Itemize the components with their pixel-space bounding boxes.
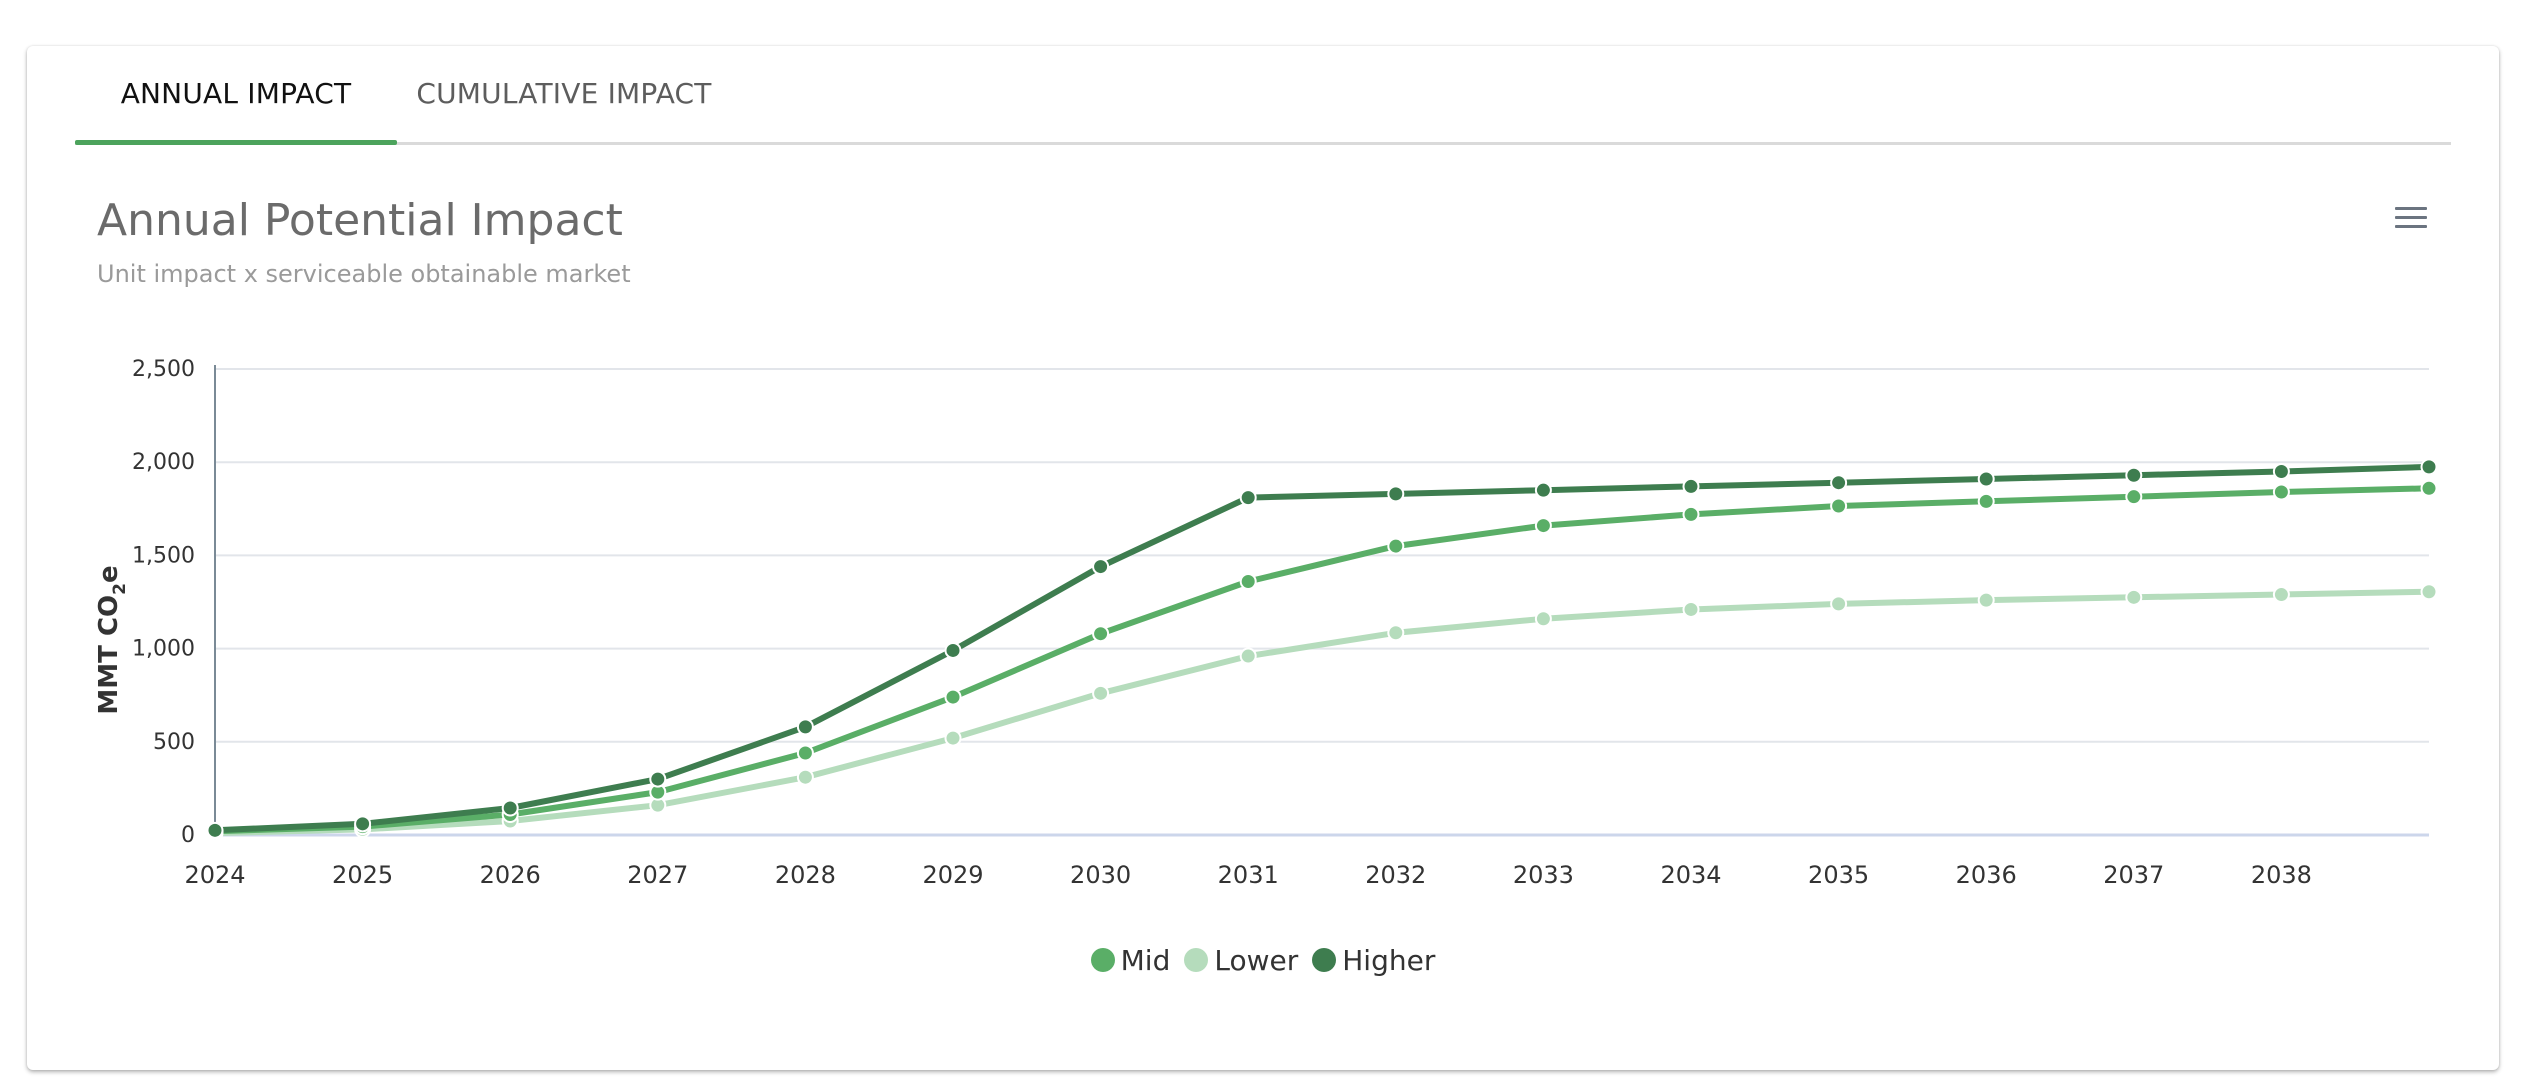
data-point-mid xyxy=(1977,492,1995,510)
data-point-mid xyxy=(1830,497,1848,515)
y-tick-label: 1,500 xyxy=(132,543,195,568)
y-tick-label: 2,500 xyxy=(132,357,195,382)
data-point-higher xyxy=(1387,485,1405,503)
y-axis-label-subscript: 2 xyxy=(110,583,130,595)
data-point-higher xyxy=(2272,463,2290,481)
legend-item-higher[interactable]: Higher xyxy=(1312,940,1435,980)
x-tick-label: 2029 xyxy=(922,861,983,889)
x-tick-label: 2032 xyxy=(1365,861,1426,889)
data-point-mid xyxy=(1682,505,1700,523)
y-tick-label: 2,000 xyxy=(132,450,195,475)
data-point-lower xyxy=(796,768,814,786)
line-chart: 0 500 1,000 1,500 2,000 2,500 2024 2025 2026 2027… xyxy=(94,357,2438,889)
x-tick-label: 2028 xyxy=(775,861,836,889)
data-point-higher xyxy=(1239,489,1257,507)
data-point-mid xyxy=(796,744,814,762)
y-axis-label-main: MMT CO xyxy=(94,595,124,715)
data-point-mid xyxy=(2125,488,2143,506)
x-tick-label: 2034 xyxy=(1660,861,1721,889)
data-point-mid xyxy=(1387,537,1405,555)
x-tick-label: 2036 xyxy=(1956,861,2017,889)
y-axis-label-tail: e xyxy=(94,565,124,583)
legend-item-mid[interactable]: Mid xyxy=(1090,940,1171,980)
x-tick-label: 2033 xyxy=(1513,861,1574,889)
data-point-lower xyxy=(1830,595,1848,613)
chart-subtitle: Unit impact x serviceable obtainable mar… xyxy=(97,260,631,288)
x-tick-label: 2024 xyxy=(184,861,245,889)
x-tick-label: 2030 xyxy=(1070,861,1131,889)
data-point-lower xyxy=(1387,624,1405,642)
grid-lines xyxy=(215,368,2429,743)
chart-card: ANNUAL IMPACT CUMULATIVE IMPACT Annual P… xyxy=(27,46,2499,1070)
data-point-lower xyxy=(1534,610,1552,628)
data-point-lower xyxy=(1239,647,1257,665)
y-axis-label: MMT CO2e xyxy=(94,565,130,714)
data-point-higher xyxy=(1682,477,1700,495)
series-line-higher xyxy=(212,463,2432,834)
chart-legend: Mid Lower Higher xyxy=(27,940,2499,980)
legend-label: Mid xyxy=(1120,943,1171,977)
tab-bar: ANNUAL IMPACT CUMULATIVE IMPACT xyxy=(75,46,2451,145)
data-point-higher xyxy=(944,641,962,659)
data-point-lower xyxy=(2272,586,2290,604)
data-point-higher xyxy=(1092,558,1110,576)
data-point-mid xyxy=(1092,625,1110,643)
tab-cumulative-impact[interactable]: CUMULATIVE IMPACT xyxy=(397,46,731,142)
series-line-mid xyxy=(212,485,2432,835)
series-points xyxy=(206,458,2438,842)
data-point-higher xyxy=(354,815,372,833)
data-point-mid xyxy=(2272,483,2290,501)
data-point-higher xyxy=(796,718,814,736)
legend-item-lower[interactable]: Lower xyxy=(1184,940,1298,980)
tick-labels: 0 500 1,000 1,500 2,000 2,500 2024 2025 2026 2027… xyxy=(132,357,2312,889)
chart-title: Annual Potential Impact xyxy=(97,195,623,246)
data-point-mid xyxy=(2420,479,2438,497)
tab-label: CUMULATIVE IMPACT xyxy=(416,77,712,110)
legend-label: Lower xyxy=(1214,943,1299,977)
data-point-higher xyxy=(501,799,519,817)
data-point-lower xyxy=(944,729,962,747)
data-point-higher xyxy=(1534,481,1552,499)
x-tick-label: 2031 xyxy=(1218,861,1279,889)
data-point-higher xyxy=(2420,458,2438,476)
data-point-lower xyxy=(2125,588,2143,606)
x-tick-label: 2025 xyxy=(332,861,393,889)
axes xyxy=(214,365,2429,837)
data-point-higher xyxy=(2125,466,2143,484)
chart-panel: Annual Potential Impact Unit impact x se… xyxy=(27,145,2499,1070)
series-lines xyxy=(212,463,2432,837)
x-tick-label: 2027 xyxy=(627,861,688,889)
y-tick-label: 1,000 xyxy=(132,637,195,662)
data-point-higher xyxy=(206,821,224,839)
tab-annual-impact[interactable]: ANNUAL IMPACT xyxy=(75,46,397,145)
data-point-mid xyxy=(1534,517,1552,535)
data-point-lower xyxy=(1092,684,1110,702)
y-tick-label: 0 xyxy=(181,823,195,848)
data-point-higher xyxy=(649,770,667,788)
legend-marker-icon xyxy=(1090,948,1115,972)
series-line-lower xyxy=(212,588,2432,837)
legend-marker-icon xyxy=(1312,948,1337,972)
data-point-mid xyxy=(944,688,962,706)
data-point-higher xyxy=(1830,474,1848,492)
data-point-lower xyxy=(1977,591,1995,609)
legend-marker-icon xyxy=(1184,948,1209,972)
data-point-mid xyxy=(1239,572,1257,590)
x-tick-label: 2038 xyxy=(2251,861,2312,889)
y-tick-label: 500 xyxy=(153,730,195,755)
data-point-lower xyxy=(2420,583,2438,601)
tab-label: ANNUAL IMPACT xyxy=(120,77,352,110)
data-point-lower xyxy=(1682,600,1700,618)
active-tab-indicator xyxy=(75,140,397,145)
legend-label: Higher xyxy=(1342,943,1436,977)
x-tick-label: 2035 xyxy=(1808,861,1869,889)
hamburger-menu-icon[interactable] xyxy=(2391,201,2431,237)
data-point-higher xyxy=(1977,470,1995,488)
x-tick-label: 2026 xyxy=(480,861,541,889)
x-tick-label: 2037 xyxy=(2103,861,2164,889)
